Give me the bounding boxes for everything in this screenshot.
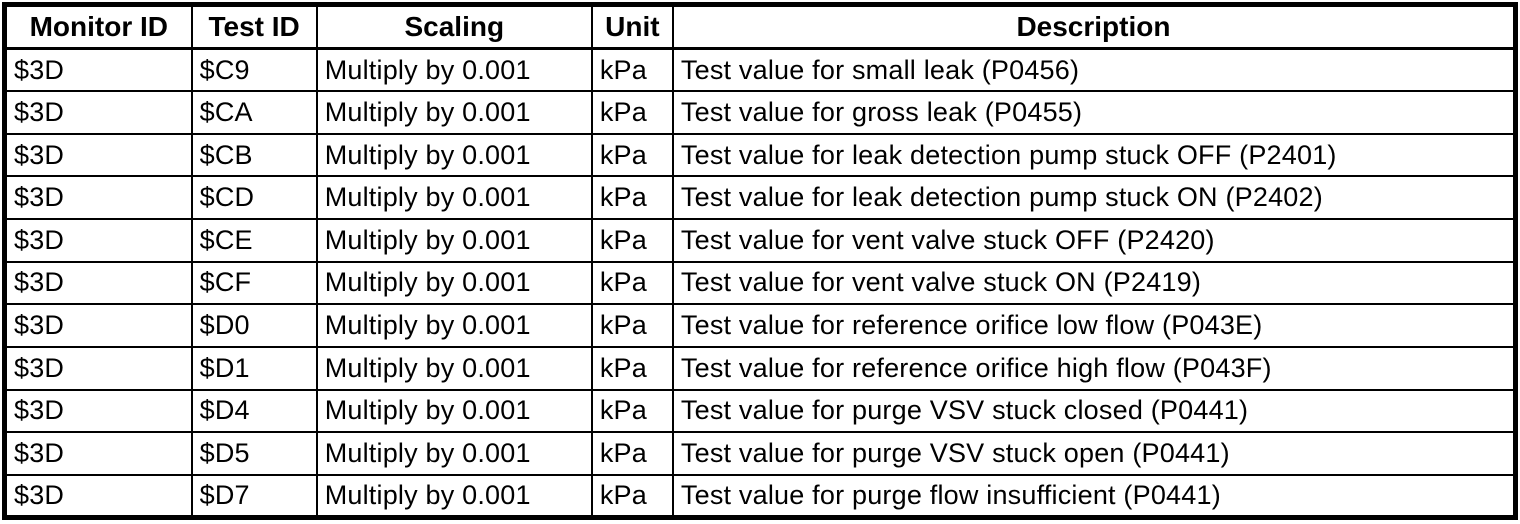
- cell-description: Test value for purge flow insufficient (…: [671, 473, 1517, 519]
- cell-description: Test value for reference orifice low flo…: [671, 303, 1517, 348]
- cell-unit: kPa: [590, 175, 674, 220]
- cell-description: Test value for leak detection pump stuck…: [671, 132, 1517, 178]
- cell-monitor-id: $3D: [3, 473, 193, 519]
- table-row: $3D $D0 Multiply by 0.001 kPa Test value…: [3, 303, 1517, 348]
- column-header-scaling: Scaling: [315, 3, 593, 50]
- cell-unit: kPa: [590, 345, 674, 391]
- cell-scaling: Multiply by 0.001: [315, 345, 593, 391]
- cell-scaling: Multiply by 0.001: [315, 47, 593, 93]
- cell-unit: kPa: [590, 431, 674, 476]
- cell-monitor-id: $3D: [3, 260, 193, 306]
- cell-monitor-id: $3D: [3, 303, 193, 348]
- cell-test-id: $D1: [190, 345, 318, 391]
- cell-test-id: $CE: [190, 218, 318, 263]
- cell-description: Test value for leak detection pump stuck…: [671, 175, 1517, 220]
- cell-description: Test value for vent valve stuck OFF (P24…: [671, 218, 1517, 263]
- cell-unit: kPa: [590, 218, 674, 263]
- table-row: $3D $CD Multiply by 0.001 kPa Test value…: [3, 175, 1517, 220]
- cell-test-id: $CB: [190, 132, 318, 178]
- cell-scaling: Multiply by 0.001: [315, 388, 593, 434]
- cell-unit: kPa: [590, 47, 674, 93]
- cell-unit: kPa: [590, 473, 674, 519]
- cell-unit: kPa: [590, 90, 674, 135]
- table-row: $3D $CB Multiply by 0.001 kPa Test value…: [3, 132, 1517, 178]
- cell-description: Test value for gross leak (P0455): [671, 90, 1517, 135]
- table-row: $3D $CF Multiply by 0.001 kPa Test value…: [3, 260, 1517, 306]
- cell-scaling: Multiply by 0.001: [315, 473, 593, 519]
- cell-scaling: Multiply by 0.001: [315, 218, 593, 263]
- table-row: $3D $D1 Multiply by 0.001 kPa Test value…: [3, 345, 1517, 391]
- table-row: $3D $CE Multiply by 0.001 kPa Test value…: [3, 218, 1517, 263]
- column-header-monitor-id: Monitor ID: [3, 3, 193, 50]
- cell-test-id: $CA: [190, 90, 318, 135]
- cell-monitor-id: $3D: [3, 345, 193, 391]
- cell-scaling: Multiply by 0.001: [315, 431, 593, 476]
- cell-unit: kPa: [590, 388, 674, 434]
- cell-scaling: Multiply by 0.001: [315, 175, 593, 220]
- table-header-row: Monitor ID Test ID Scaling Unit Descript…: [3, 3, 1517, 50]
- cell-scaling: Multiply by 0.001: [315, 132, 593, 178]
- cell-description: Test value for reference orifice high fl…: [671, 345, 1517, 391]
- cell-monitor-id: $3D: [3, 132, 193, 178]
- cell-test-id: $CF: [190, 260, 318, 306]
- cell-monitor-id: $3D: [3, 431, 193, 476]
- cell-monitor-id: $3D: [3, 175, 193, 220]
- cell-description: Test value for small leak (P0456): [671, 47, 1517, 93]
- cell-scaling: Multiply by 0.001: [315, 90, 593, 135]
- cell-description: Test value for vent valve stuck ON (P241…: [671, 260, 1517, 306]
- cell-unit: kPa: [590, 132, 674, 178]
- table-row: $3D $C9 Multiply by 0.001 kPa Test value…: [3, 47, 1517, 93]
- cell-test-id: $CD: [190, 175, 318, 220]
- table-row: $3D $CA Multiply by 0.001 kPa Test value…: [3, 90, 1517, 135]
- cell-test-id: $C9: [190, 47, 318, 93]
- cell-monitor-id: $3D: [3, 47, 193, 93]
- cell-scaling: Multiply by 0.001: [315, 260, 593, 306]
- cell-description: Test value for purge VSV stuck open (P04…: [671, 431, 1517, 476]
- cell-monitor-id: $3D: [3, 218, 193, 263]
- table-row: $3D $D7 Multiply by 0.001 kPa Test value…: [3, 473, 1517, 519]
- cell-monitor-id: $3D: [3, 388, 193, 434]
- cell-scaling: Multiply by 0.001: [315, 303, 593, 348]
- table-body: $3D $C9 Multiply by 0.001 kPa Test value…: [3, 47, 1517, 519]
- cell-monitor-id: $3D: [3, 90, 193, 135]
- cell-test-id: $D4: [190, 388, 318, 434]
- column-header-test-id: Test ID: [190, 3, 318, 50]
- table-row: $3D $D4 Multiply by 0.001 kPa Test value…: [3, 388, 1517, 434]
- cell-test-id: $D7: [190, 473, 318, 519]
- column-header-description: Description: [671, 3, 1517, 50]
- cell-unit: kPa: [590, 260, 674, 306]
- table-row: $3D $D5 Multiply by 0.001 kPa Test value…: [3, 431, 1517, 476]
- column-header-unit: Unit: [590, 3, 674, 50]
- cell-test-id: $D0: [190, 303, 318, 348]
- cell-unit: kPa: [590, 303, 674, 348]
- cell-test-id: $D5: [190, 431, 318, 476]
- cell-description: Test value for purge VSV stuck closed (P…: [671, 388, 1517, 434]
